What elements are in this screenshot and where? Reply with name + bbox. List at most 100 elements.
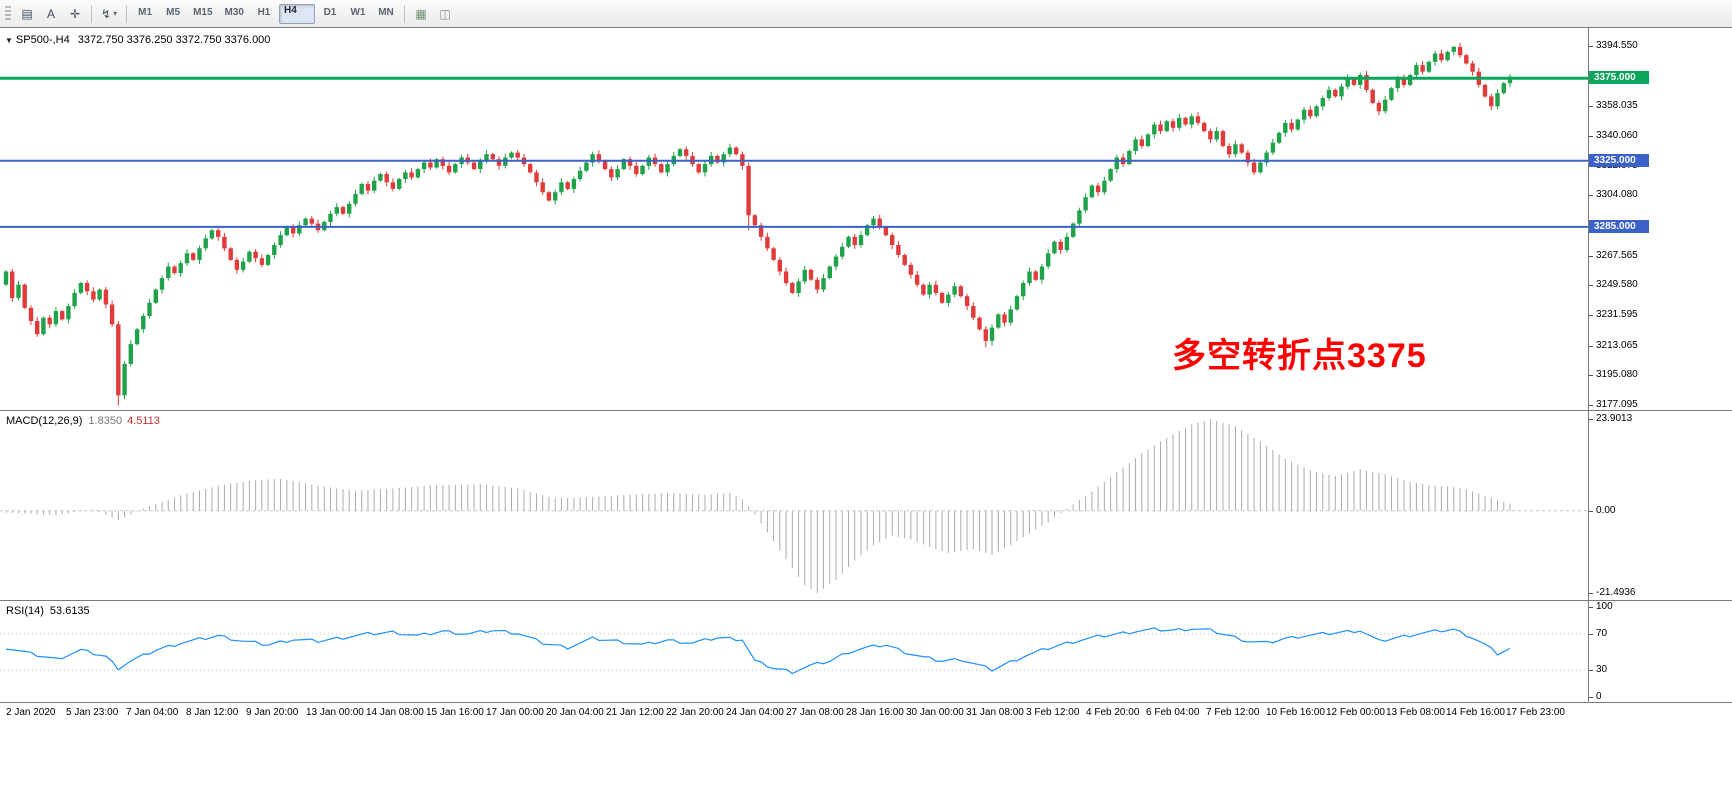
price-tick-mark (1589, 375, 1593, 376)
macd-label: MACD(12,26,9) 1.8350 4.5113 (6, 415, 160, 427)
time-label: 17 Jan 00:00 (486, 707, 544, 718)
time-label: 20 Jan 04:00 (546, 707, 604, 718)
timeframe-m30-button[interactable]: M30 (220, 4, 249, 22)
price-tick-mark (1589, 405, 1593, 406)
indicators-dropdown-button[interactable]: ↯ ▾ (97, 4, 121, 24)
timeframe-w1-button[interactable]: W1 (345, 4, 371, 22)
templates-icon: ◫ (439, 6, 451, 21)
price-tick-label: 3304.080 (1596, 189, 1638, 200)
rsi-tick-label: 30 (1596, 664, 1608, 675)
time-label: 21 Jan 12:00 (606, 707, 664, 718)
timeframe-m5-button[interactable]: M5 (160, 4, 186, 22)
time-label: 5 Jan 23:00 (66, 707, 119, 718)
candles-layer (3, 42, 1513, 406)
time-axis[interactable]: 2 Jan 2020 5 Jan 23:00 7 Jan 04:00 8 Jan 12… (0, 702, 1732, 796)
rsi-line (5, 627, 1511, 675)
timeframe-group: M1 M5 M15 M30 H1 H4 D1 W1 MN (131, 3, 400, 24)
time-label: 22 Jan 20:00 (666, 707, 724, 718)
chart-mode-icon: ▦ (415, 6, 427, 21)
toolbar: ▤ A ✛ ↯ ▾ M1 M5 M15 M30 H1 H4 D1 W1 MN ▦ ◫ (0, 0, 1732, 28)
price-tick-label: 3267.565 (1596, 250, 1638, 261)
time-label: 7 Jan 04:00 (126, 707, 179, 718)
toolbar-separator (126, 4, 128, 23)
chevron-down-icon: ▾ (113, 9, 118, 18)
time-label: 14 Feb 16:00 (1446, 707, 1505, 718)
timeframe-d1-button[interactable]: D1 (317, 4, 343, 22)
macd-tick-label: 0.00 (1596, 505, 1616, 516)
timeframe-mn-button[interactable]: MN (373, 4, 399, 22)
crosshair-button[interactable]: ✛ (64, 4, 86, 24)
price-tick-mark (1589, 285, 1593, 286)
time-label: 14 Jan 08:00 (366, 707, 424, 718)
chart-title: ▼ SP500-,H4 3372.750 3376.250 3372.750 337… (5, 34, 270, 46)
rsi-pane[interactable]: RSI(14) 53.6135 100 70 30 0 (0, 600, 1732, 702)
text-annotate-button[interactable]: A (40, 4, 62, 24)
time-label: 28 Jan 16:00 (846, 707, 904, 718)
price-tick-mark (1589, 136, 1593, 137)
time-label: 15 Jan 16:00 (426, 707, 484, 718)
time-label: 10 Feb 16:00 (1266, 707, 1325, 718)
price-scale[interactable]: 3394.5503376.5653358.0353340.0603322.075… (1588, 28, 1732, 410)
price-chart-pane[interactable]: ▼ SP500-,H4 3372.750 3376.250 3372.750 337… (0, 28, 1732, 410)
timeframe-m1-button[interactable]: M1 (132, 4, 158, 22)
rsi-scale[interactable]: 100 70 30 0 (1588, 601, 1732, 702)
time-label: 24 Jan 04:00 (726, 707, 784, 718)
macd-main-value: 1.8350 (88, 415, 123, 427)
toolbar-grip-handle[interactable] (5, 5, 11, 22)
macd-tick-mark (1589, 419, 1593, 420)
time-label: 4 Feb 20:00 (1086, 707, 1140, 718)
price-tick-mark (1589, 106, 1593, 107)
text-annotate-icon: A (46, 6, 55, 21)
chart-ohlc-values: 3372.750 3376.250 3372.750 3376.000 (77, 34, 271, 46)
charts-list-button[interactable]: ▤ (16, 4, 38, 24)
macd-tick-mark (1589, 593, 1593, 594)
time-label: 31 Jan 08:00 (966, 707, 1024, 718)
toolbar-separator (403, 4, 405, 23)
price-tick-label: 3394.550 (1596, 40, 1638, 51)
rsi-canvas[interactable] (0, 601, 1588, 702)
timeframe-m15-button[interactable]: M15 (188, 4, 217, 22)
rsi-tick-mark (1589, 607, 1593, 608)
annotation-text[interactable]: 多空转折点3375 (1172, 337, 1427, 375)
templates-button[interactable]: ◫ (434, 4, 456, 24)
macd-canvas[interactable] (0, 411, 1588, 600)
price-tick-label: 3358.035 (1596, 100, 1638, 111)
price-badge-3325: 3325.000 (1589, 154, 1649, 167)
charts-list-icon: ▤ (21, 6, 33, 21)
time-label: 8 Jan 12:00 (186, 707, 239, 718)
time-label: 12 Feb 00:00 (1326, 707, 1385, 718)
price-chart-canvas[interactable] (0, 28, 1588, 410)
time-label: 27 Jan 08:00 (786, 707, 844, 718)
chart-mode-button[interactable]: ▦ (410, 4, 432, 24)
time-label: 13 Feb 08:00 (1386, 707, 1445, 718)
price-tick-label: 3231.595 (1596, 309, 1638, 320)
timeframe-h1-button[interactable]: H1 (251, 4, 277, 22)
chart-menu-icon[interactable]: ▼ (5, 36, 13, 45)
price-tick-label: 3177.095 (1596, 399, 1638, 410)
crosshair-icon: ✛ (69, 6, 81, 21)
rsi-tick-label: 0 (1596, 691, 1602, 702)
rsi-name: RSI(14) (6, 605, 44, 617)
price-tick-mark (1589, 256, 1593, 257)
macd-pane[interactable]: MACD(12,26,9) 1.8350 4.5113 23.9013 0.00 -21… (0, 410, 1732, 600)
time-label: 7 Feb 12:00 (1206, 707, 1260, 718)
macd-scale[interactable]: 23.9013 0.00 -21.4936 (1588, 411, 1732, 600)
timeframe-h4-button[interactable]: H4 (278, 3, 315, 24)
time-label: 9 Jan 20:00 (246, 707, 299, 718)
indicators-icon: ↯ (101, 6, 112, 21)
price-tick-label: 3249.580 (1596, 279, 1638, 290)
macd-tick-mark (1589, 511, 1593, 512)
time-label: 6 Feb 04:00 (1146, 707, 1200, 718)
time-label: 13 Jan 00:00 (306, 707, 364, 718)
toolbar-separator (91, 4, 92, 23)
macd-histogram (5, 419, 1511, 594)
price-tick-mark (1589, 46, 1593, 47)
price-tick-label: 3195.080 (1596, 369, 1638, 380)
rsi-tick-label: 70 (1596, 628, 1608, 639)
price-badge-3285: 3285.000 (1589, 220, 1649, 233)
rsi-tick-mark (1589, 670, 1593, 671)
macd-tick-label: -21.4936 (1596, 587, 1636, 598)
price-tick-label: 3340.060 (1596, 130, 1638, 141)
macd-signal-value: 4.5113 (127, 415, 160, 427)
macd-tick-label: 23.9013 (1596, 413, 1633, 424)
